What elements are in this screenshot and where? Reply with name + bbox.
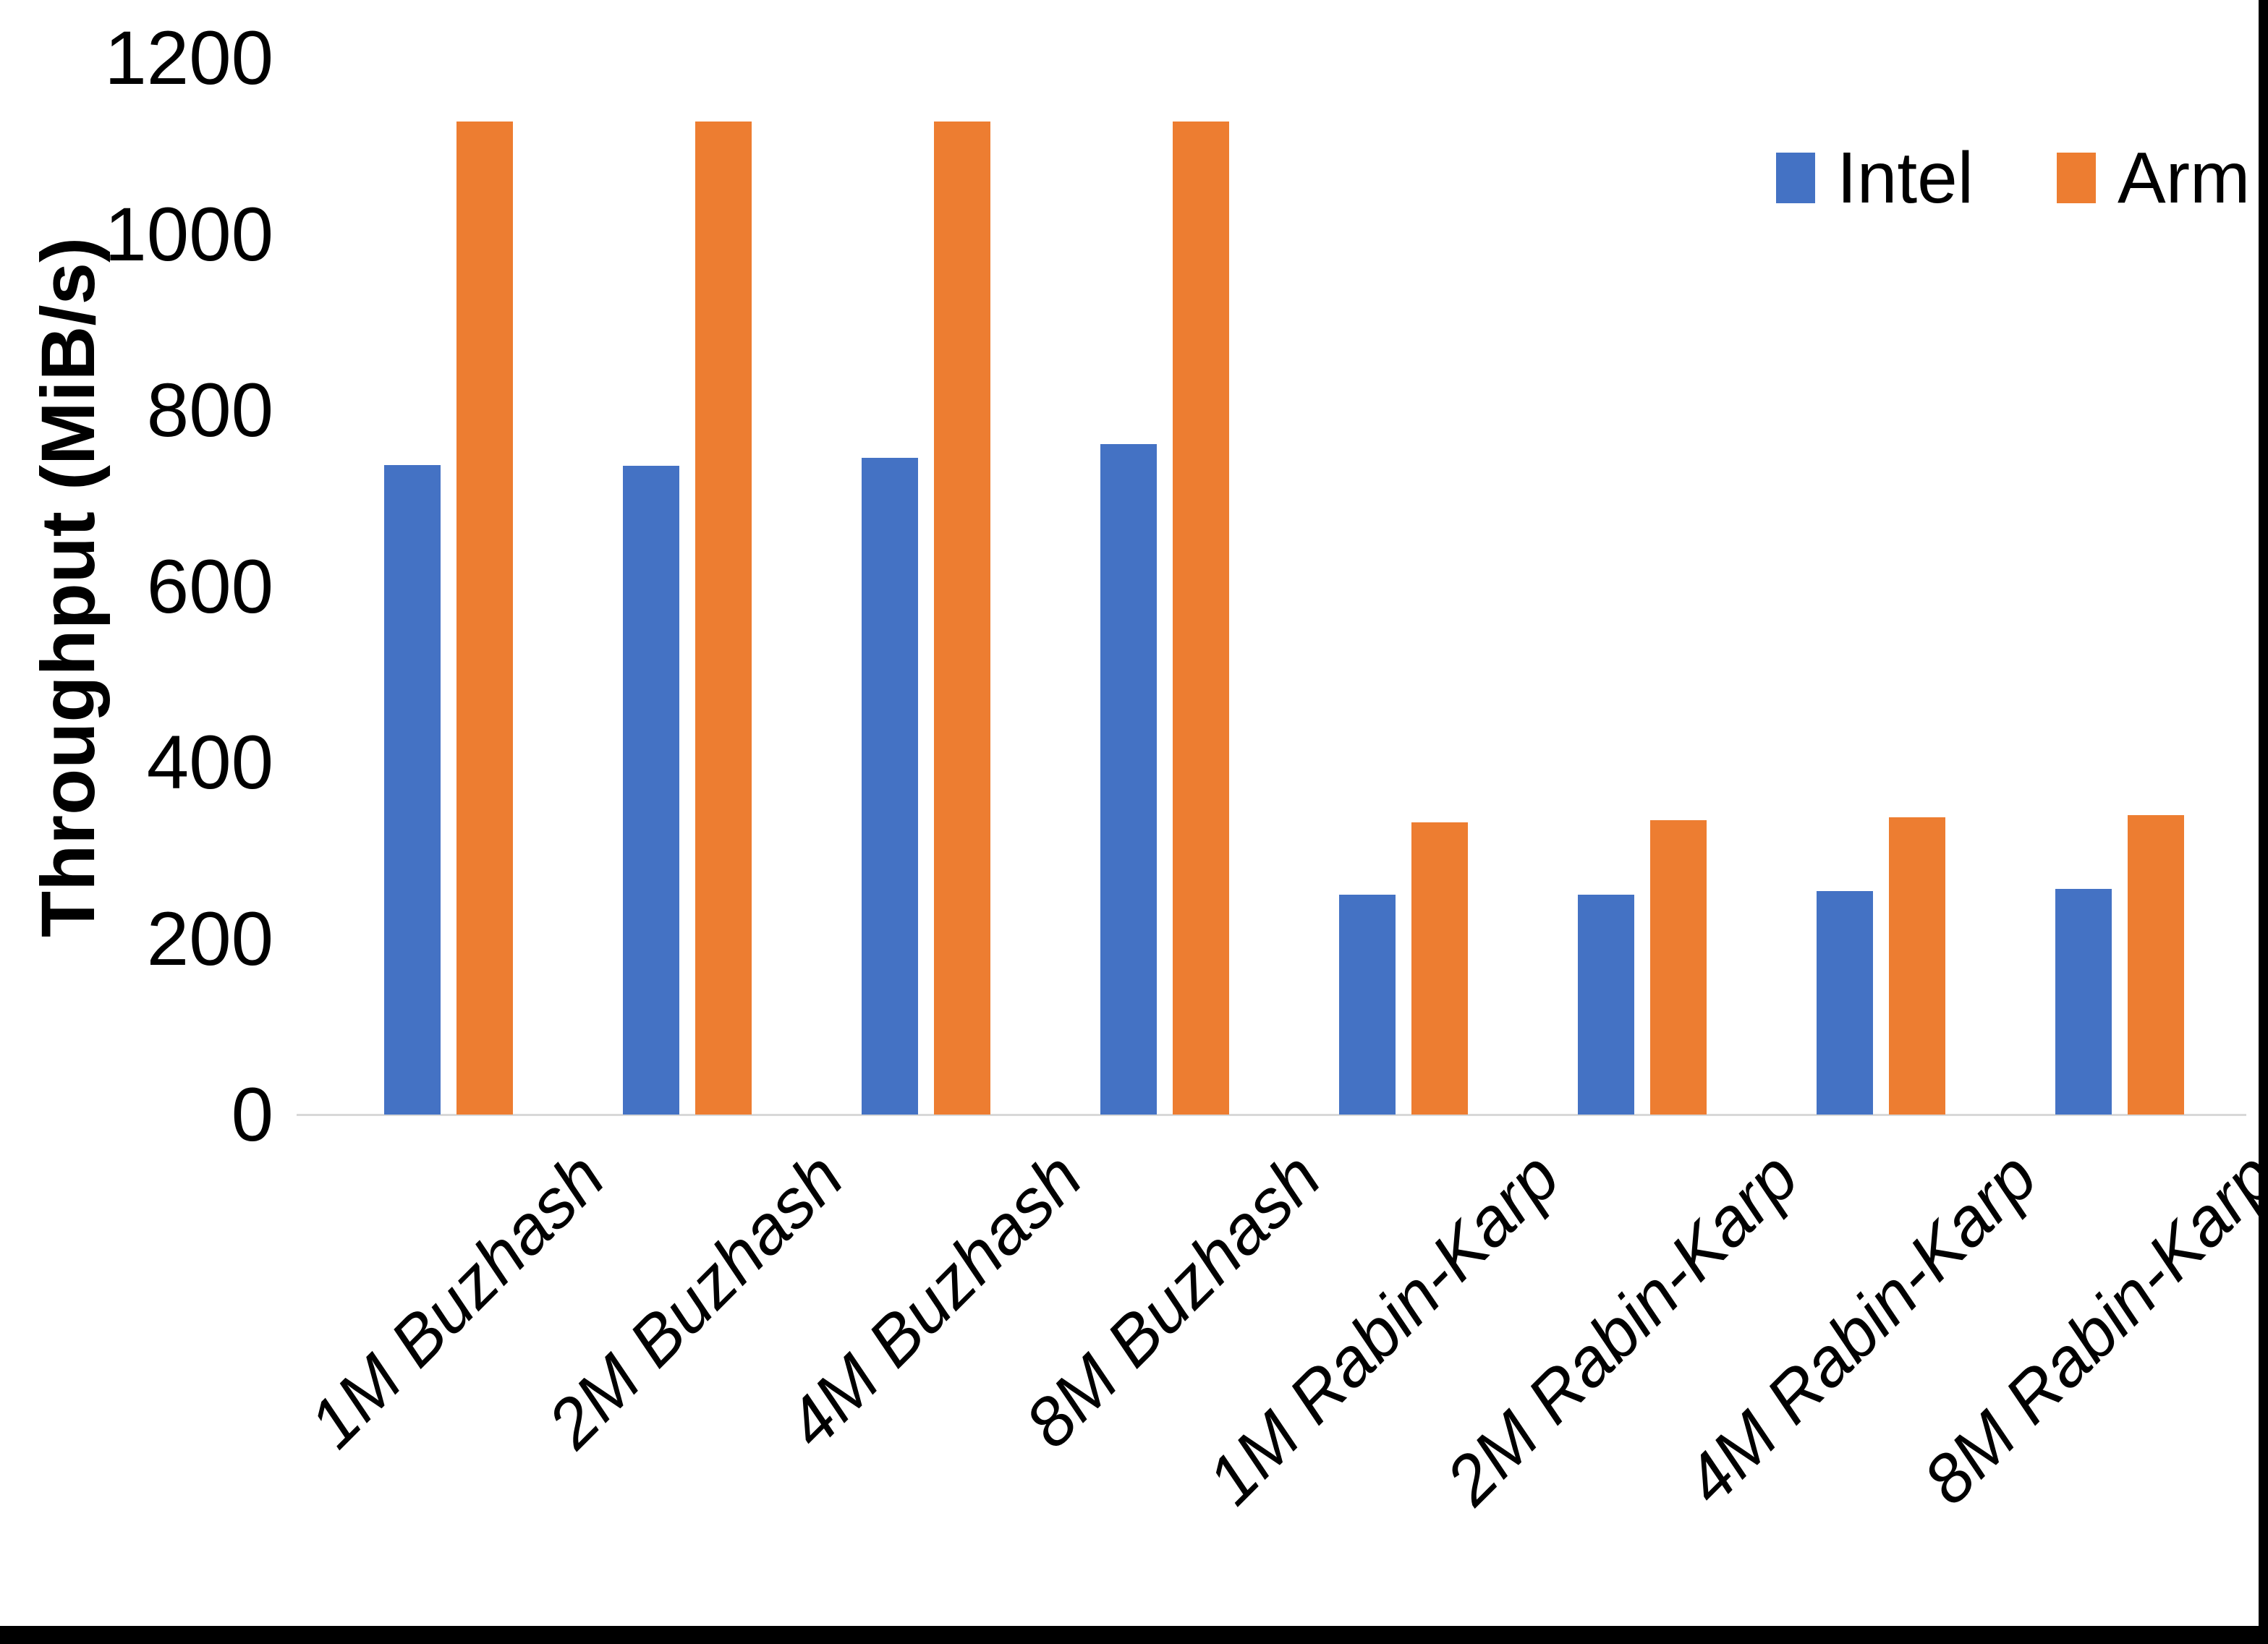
- bar-arm-1m-buzhash: [456, 121, 513, 1115]
- y-tick-400: 400: [146, 720, 273, 805]
- bar-intel-2m-buzhash: [623, 465, 679, 1115]
- x-axis-line: [297, 1114, 2246, 1116]
- legend: Intel Arm: [1776, 142, 2250, 214]
- bar-intel-2m-rabin-karp: [1578, 894, 1634, 1115]
- bar-arm-2m-rabin-karp: [1650, 820, 1707, 1115]
- y-tick-1200: 1200: [104, 16, 273, 101]
- legend-label-intel: Intel: [1837, 137, 1974, 218]
- bar-arm-4m-rabin-karp: [1889, 817, 1945, 1115]
- arm-series-swatch: [2057, 153, 2097, 203]
- legend-label-arm: Arm: [2118, 137, 2251, 218]
- legend-item-intel: Intel: [1776, 142, 1974, 214]
- bar-arm-8m-buzhash: [1173, 121, 1229, 1115]
- bar-intel-4m-rabin-karp: [1817, 890, 1873, 1115]
- intel-series-swatch: [1776, 153, 1815, 203]
- y-tick-200: 200: [146, 896, 273, 981]
- bar-intel-1m-buzhash: [384, 464, 441, 1115]
- y-tick-1000: 1000: [104, 192, 273, 277]
- bar-arm-4m-buzhash: [934, 121, 990, 1115]
- bar-intel-4m-buzhash: [862, 457, 918, 1115]
- legend-item-arm: Arm: [2057, 142, 2250, 214]
- bar-intel-8m-rabin-karp: [2055, 889, 2112, 1115]
- bar-arm-8m-rabin-karp: [2128, 815, 2184, 1115]
- bottom-border: [0, 1626, 2268, 1644]
- plot-area: [297, 58, 2246, 1116]
- y-tick-0: 0: [231, 1073, 273, 1157]
- bar-intel-1m-rabin-karp: [1339, 894, 1396, 1115]
- y-tick-800: 800: [146, 368, 273, 453]
- bar-arm-1m-rabin-karp: [1411, 822, 1468, 1115]
- right-border: [2259, 0, 2268, 1644]
- bar-intel-8m-buzhash: [1100, 444, 1157, 1115]
- bar-arm-2m-buzhash: [695, 121, 752, 1115]
- y-tick-600: 600: [146, 544, 273, 629]
